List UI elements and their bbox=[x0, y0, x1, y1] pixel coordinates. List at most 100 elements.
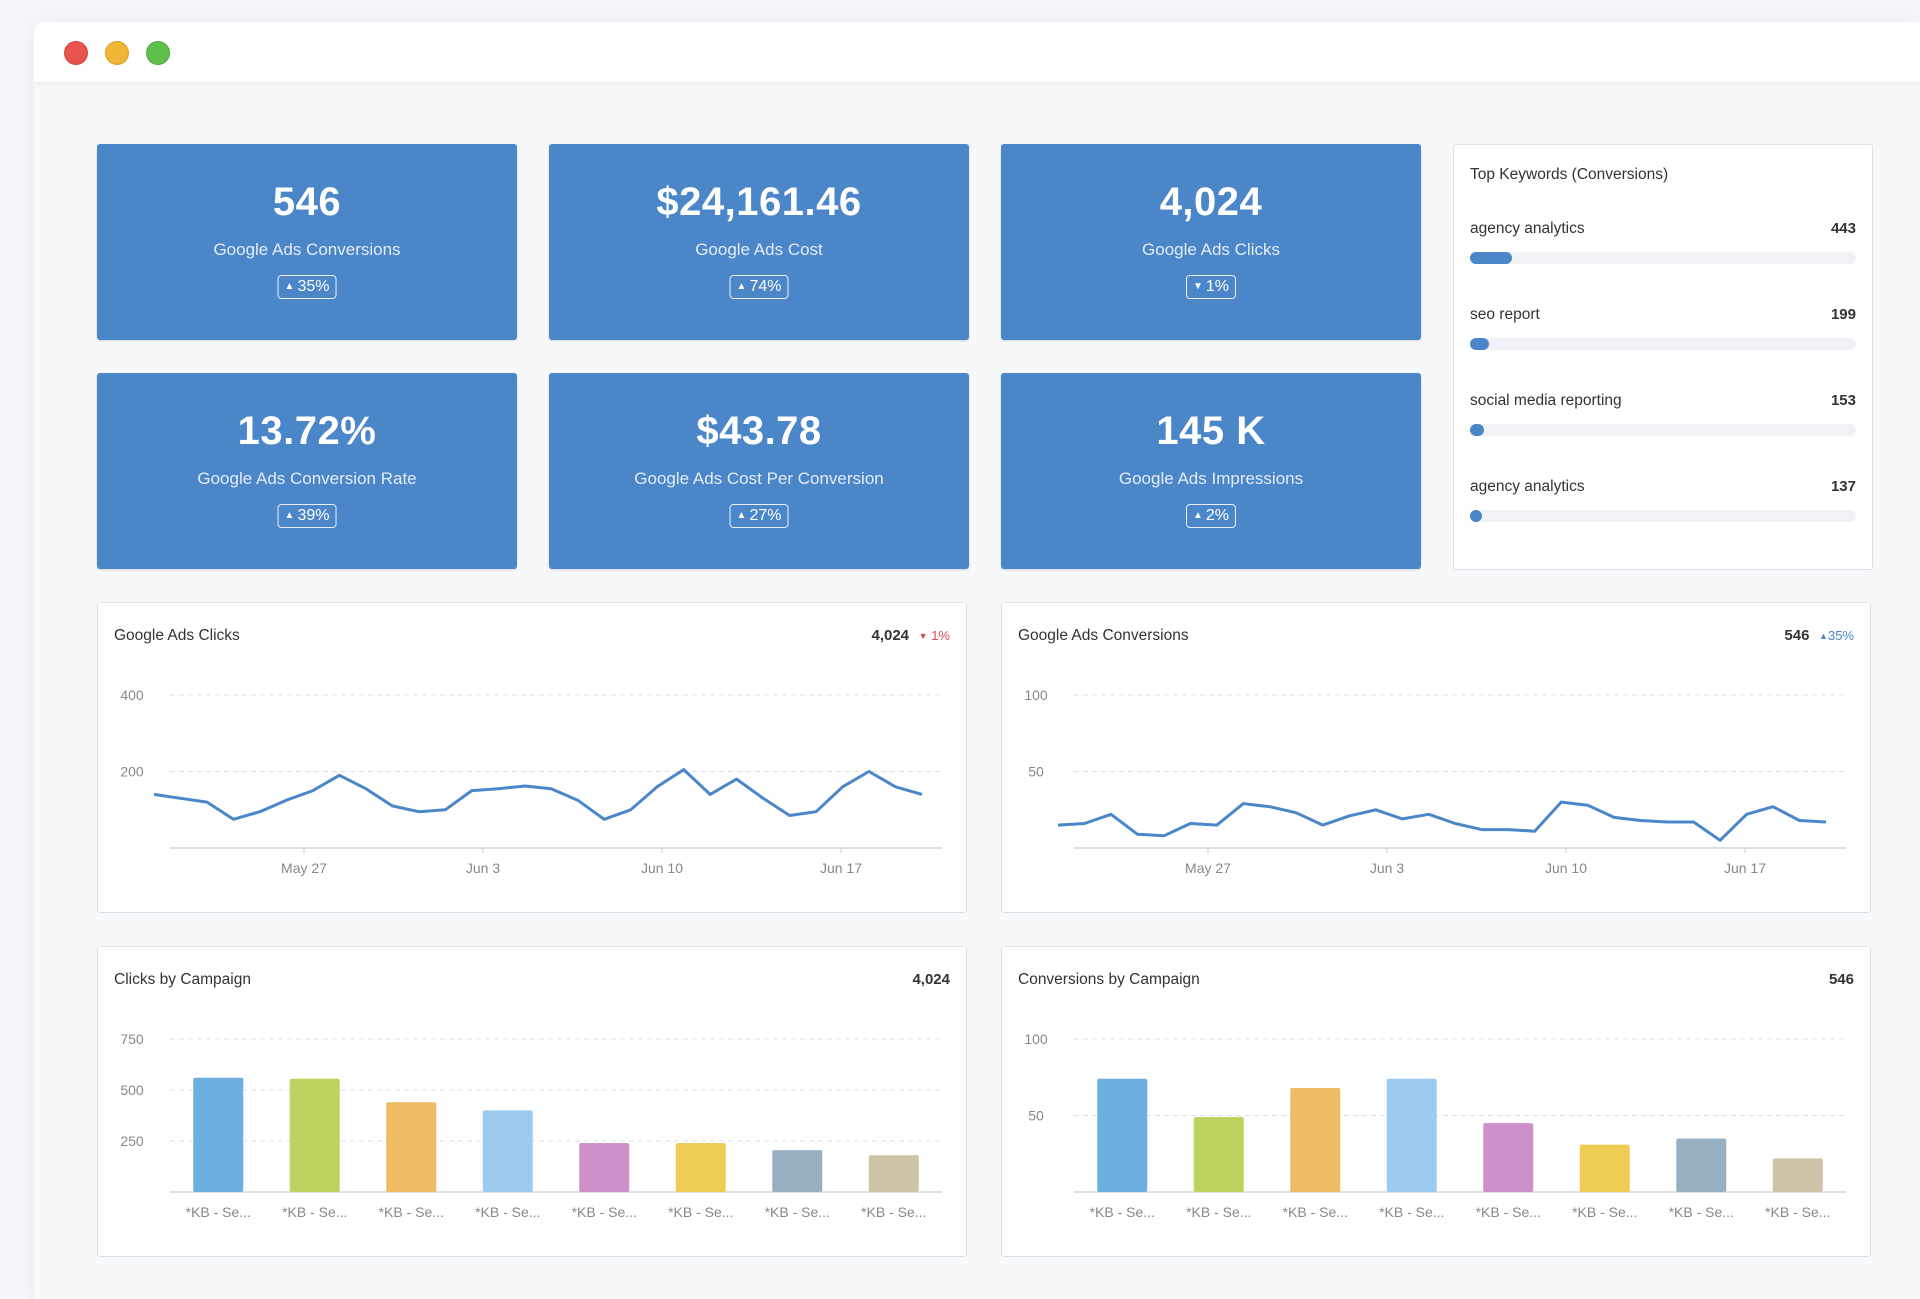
x-tick-label: *KB - Se... bbox=[1283, 1204, 1348, 1220]
stat-label: Google Ads Conversion Rate bbox=[197, 469, 417, 488]
stat-label: Google Ads Cost Per Conversion bbox=[634, 469, 884, 488]
bar bbox=[1290, 1087, 1341, 1192]
x-tick-label: *KB - Se... bbox=[475, 1204, 540, 1220]
conversions-line-chart[interactable]: 50 100 May 27 Jun 3 Jun 10 Jun 17 bbox=[1002, 603, 1870, 912]
x-tick-label: Jun 10 bbox=[1545, 860, 1587, 876]
series-line bbox=[153, 768, 923, 821]
y-tick-label: 50 bbox=[1028, 764, 1044, 780]
bar bbox=[675, 1143, 726, 1192]
x-tick-label: *KB - Se... bbox=[1379, 1204, 1444, 1220]
y-tick-label: 250 bbox=[120, 1133, 144, 1149]
stat-change-badge: ▲ 2% bbox=[1185, 504, 1237, 528]
stat-value: 4,024 bbox=[1159, 180, 1263, 224]
conversions-by-campaign-bar-chart[interactable]: 50 100 *KB - Se... *KB - Se... *KB - Se... *K… bbox=[1002, 947, 1870, 1256]
x-tick-label: *KB - Se... bbox=[1669, 1204, 1734, 1220]
stat-value: $43.78 bbox=[696, 409, 822, 453]
x-tick-label: Jun 3 bbox=[466, 860, 500, 876]
keyword-name: social media reporting bbox=[1470, 392, 1622, 409]
maximize-window-button[interactable] bbox=[146, 41, 170, 65]
keyword-name: agency analytics bbox=[1470, 220, 1585, 237]
stat-value: 13.72% bbox=[237, 409, 377, 453]
conversions-line-chart-panel: Google Ads Conversions 546 ▲35% 50 100 May… bbox=[1001, 602, 1871, 913]
stat-label: Google Ads Clicks bbox=[1142, 240, 1280, 259]
panel-total: 546 ▲35% bbox=[1784, 627, 1854, 644]
y-tick-label: 50 bbox=[1028, 1108, 1044, 1124]
stat-change-badge: ▼ 1% bbox=[1185, 275, 1237, 299]
panel-total: 4,024 bbox=[912, 971, 950, 988]
y-tick-label: 750 bbox=[120, 1031, 144, 1047]
stat-value: 145 K bbox=[1156, 409, 1266, 453]
x-tick-label: *KB - Se... bbox=[1572, 1204, 1637, 1220]
top-keywords-panel: Top Keywords (Conversions) agency analyt… bbox=[1453, 144, 1873, 570]
panel-total: 546 bbox=[1828, 971, 1854, 988]
keyword-bar-fill bbox=[1470, 252, 1513, 264]
stat-card-clicks[interactable]: 4,024 Google Ads Clicks ▼ 1% bbox=[1001, 144, 1421, 340]
panel-total: 4,024 ▼ 1% bbox=[871, 627, 950, 644]
keyword-row[interactable]: agency analytics 137 bbox=[1470, 478, 1856, 538]
stat-card-cost-per-conversion[interactable]: $43.78 Google Ads Cost Per Conversion ▲ 2… bbox=[549, 373, 969, 569]
keyword-bar-track bbox=[1470, 424, 1856, 436]
stat-change-value: 74% bbox=[749, 278, 782, 295]
arrow-up-icon: ▲ bbox=[736, 281, 747, 292]
x-tick-label: *KB - Se... bbox=[861, 1204, 926, 1220]
bar bbox=[1097, 1078, 1148, 1192]
arrow-up-icon: ▲ bbox=[1819, 631, 1828, 641]
x-tick-label: Jun 3 bbox=[1370, 860, 1404, 876]
keyword-value: 199 bbox=[1830, 306, 1856, 323]
x-tick-label: May 27 bbox=[281, 860, 327, 876]
y-tick-label: 400 bbox=[120, 687, 144, 703]
x-tick-label: Jun 10 bbox=[641, 860, 683, 876]
clicks-by-campaign-bar-chart[interactable]: 250 500 750 *KB - Se... *KB - Se... *KB - Se.… bbox=[98, 947, 966, 1256]
bar bbox=[579, 1143, 630, 1192]
arrow-up-icon: ▲ bbox=[284, 510, 295, 521]
conversions-by-campaign-panel: Conversions by Campaign 546 50 100 *KB - S… bbox=[1001, 946, 1871, 1257]
stat-change-value: 27% bbox=[749, 507, 782, 524]
stat-card-conversions[interactable]: 546 Google Ads Conversions ▲ 35% bbox=[97, 144, 517, 340]
bar bbox=[482, 1110, 533, 1192]
keyword-row[interactable]: social media reporting 153 bbox=[1470, 392, 1856, 452]
panel-title: Google Ads Conversions bbox=[1018, 627, 1189, 644]
panel-title: Clicks by Campaign bbox=[114, 971, 251, 988]
x-tick-label: Jun 17 bbox=[1724, 860, 1766, 876]
keyword-name: seo report bbox=[1470, 306, 1540, 323]
bar bbox=[289, 1078, 340, 1192]
keyword-row[interactable]: agency analytics 443 bbox=[1470, 220, 1856, 280]
keyword-bar-fill bbox=[1470, 510, 1482, 522]
stat-change-badge: ▲ 27% bbox=[729, 504, 789, 528]
stat-card-conversion-rate[interactable]: 13.72% Google Ads Conversion Rate ▲ 39% bbox=[97, 373, 517, 569]
arrow-up-icon: ▲ bbox=[736, 510, 747, 521]
keyword-value: 137 bbox=[1830, 478, 1856, 495]
bar bbox=[1676, 1138, 1727, 1192]
bar bbox=[1193, 1117, 1244, 1192]
x-tick-label: *KB - Se... bbox=[668, 1204, 733, 1220]
stat-value: 546 bbox=[272, 180, 342, 224]
x-tick-label: May 27 bbox=[1185, 860, 1231, 876]
minimize-window-button[interactable] bbox=[105, 41, 129, 65]
keyword-row[interactable]: seo report 199 bbox=[1470, 306, 1856, 366]
panel-title: Conversions by Campaign bbox=[1018, 971, 1200, 988]
clicks-line-chart-panel: Google Ads Clicks 4,024 ▼ 1% 200 400 May 2… bbox=[97, 602, 967, 913]
series-line bbox=[1057, 800, 1827, 842]
panel-title: Top Keywords (Conversions) bbox=[1470, 166, 1669, 183]
stat-card-impressions[interactable]: 145 K Google Ads Impressions ▲ 2% bbox=[1001, 373, 1421, 569]
stat-label: Google Ads Conversions bbox=[213, 240, 401, 259]
stat-label: Google Ads Cost bbox=[695, 240, 823, 259]
x-tick-label: *KB - Se... bbox=[765, 1204, 830, 1220]
x-tick-label: *KB - Se... bbox=[1765, 1204, 1830, 1220]
keyword-bar-track bbox=[1470, 338, 1856, 350]
delta-value: 35% bbox=[1827, 628, 1854, 643]
close-window-button[interactable] bbox=[64, 41, 88, 65]
stat-value: $24,161.46 bbox=[656, 180, 862, 224]
stat-card-cost[interactable]: $24,161.46 Google Ads Cost ▲ 74% bbox=[549, 144, 969, 340]
x-tick-label: *KB - Se... bbox=[282, 1204, 347, 1220]
clicks-line-chart[interactable]: 200 400 May 27 Jun 3 Jun 10 Jun 17 bbox=[98, 603, 966, 912]
keyword-name: agency analytics bbox=[1470, 478, 1585, 495]
bar bbox=[193, 1077, 244, 1192]
stat-change-value: 2% bbox=[1205, 507, 1230, 524]
keyword-bar-fill bbox=[1470, 338, 1490, 350]
stat-change-badge: ▲ 74% bbox=[729, 275, 789, 299]
bar bbox=[868, 1155, 919, 1192]
window-titlebar bbox=[34, 22, 1920, 82]
y-tick-label: 500 bbox=[120, 1082, 144, 1098]
bar bbox=[1579, 1144, 1630, 1192]
